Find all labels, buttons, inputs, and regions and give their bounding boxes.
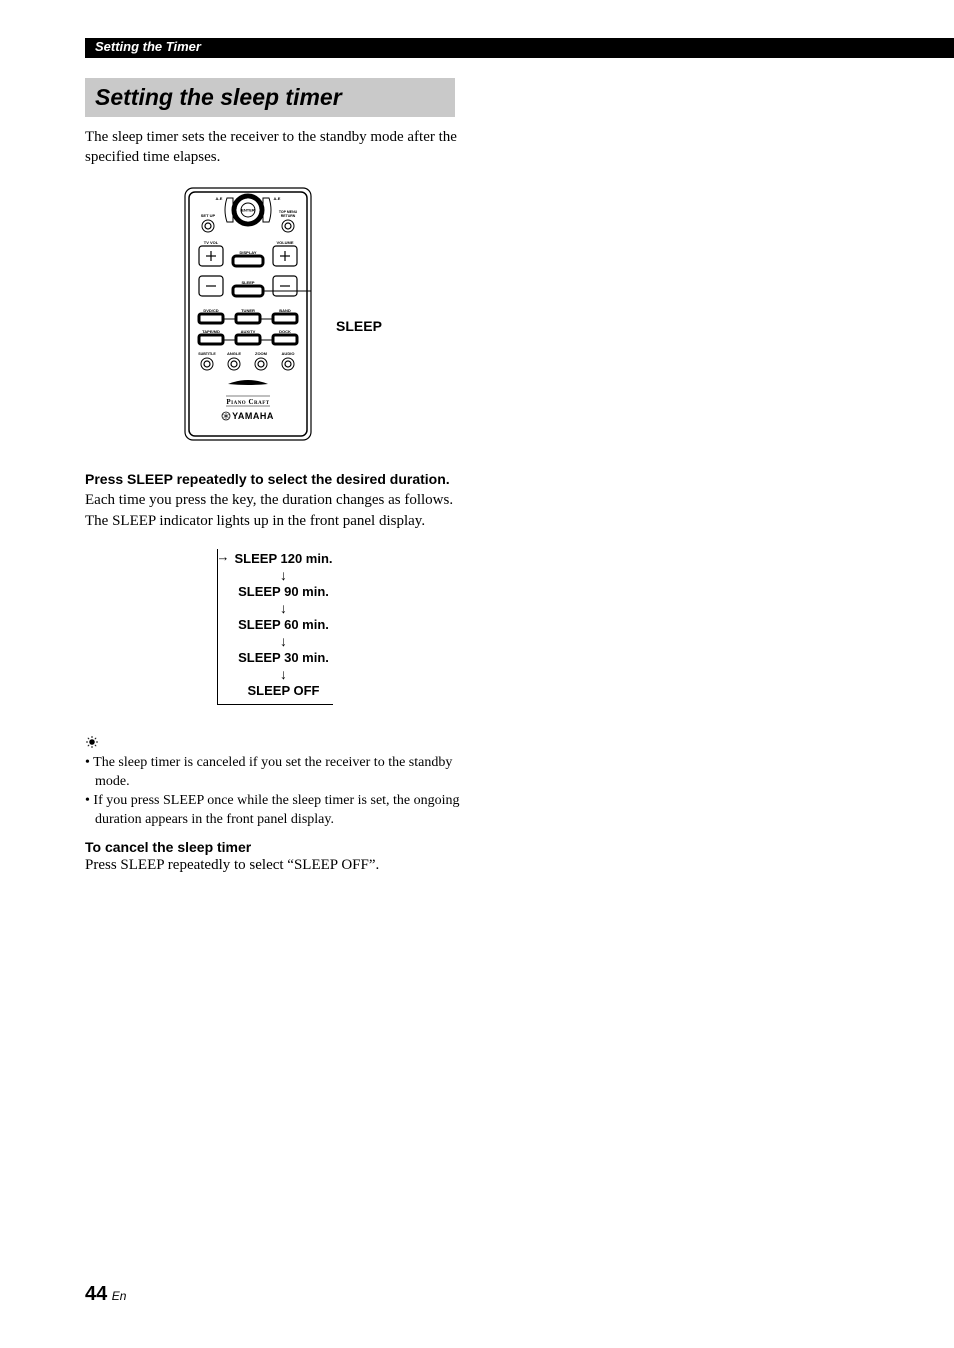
sleep-callout-label: SLEEP xyxy=(328,318,382,334)
remote-display-label: DISPLAY xyxy=(240,250,257,255)
sleep-flow-diagram: → SLEEP 120 min. ↓ SLEEP 90 min. ↓ SLEEP… xyxy=(85,549,465,705)
intro-paragraph: The sleep timer sets the receiver to the… xyxy=(85,127,465,168)
tip-bullet: • The sleep timer is canceled if you set… xyxy=(85,754,465,792)
flow-down-arrow-icon: ↓ xyxy=(234,634,332,648)
cancel-body: Press SLEEP repeatedly to select “SLEEP … xyxy=(85,855,465,875)
instruction-line1: Each time you press the key, the duratio… xyxy=(85,490,465,510)
section-label: Setting the Timer xyxy=(95,39,201,54)
remote-angle-label: ANGLE xyxy=(227,351,241,356)
page-title: Setting the sleep timer xyxy=(95,84,342,110)
remote-zoom-label: ZOOM xyxy=(255,351,268,356)
title-box: Setting the sleep timer xyxy=(85,78,455,117)
flow-item: SLEEP OFF xyxy=(234,683,332,698)
cancel-heading: To cancel the sleep timer xyxy=(85,839,465,855)
page-number: 44 En xyxy=(85,1283,126,1306)
remote-tvvol-label: TV VOL xyxy=(204,240,219,245)
remote-subtitle-label: SUBTITLE xyxy=(198,352,216,356)
flow-item: SLEEP 120 min. xyxy=(234,551,332,566)
tip-text: If you press SLEEP once while the sleep … xyxy=(93,793,459,827)
header-bar xyxy=(85,38,954,58)
remote-illustration-row: ENTER A-E A-E SET UP TOP MENU RETURN TV … xyxy=(85,186,465,446)
remote-audio-label: AUDIO xyxy=(282,351,295,356)
remote-auxtv-label: AUX/TV xyxy=(241,329,256,334)
remote-ae-left-label: A-E xyxy=(216,196,223,201)
remote-illustration: ENTER A-E A-E SET UP TOP MENU RETURN TV … xyxy=(168,186,328,446)
remote-band-label: BAND xyxy=(279,308,291,313)
remote-ae-right-label: A-E xyxy=(274,196,281,201)
page-number-value: 44 xyxy=(85,1283,107,1305)
flow-down-arrow-icon: ↓ xyxy=(234,601,332,615)
remote-setup-label: SET UP xyxy=(201,213,216,218)
main-content: Setting the sleep timer The sleep timer … xyxy=(85,78,465,876)
remote-tuner-label: TUNER xyxy=(241,308,255,313)
instruction-line2: The SLEEP indicator lights up in the fro… xyxy=(85,511,465,531)
tip-icon xyxy=(85,738,99,752)
flow-item: SLEEP 90 min. xyxy=(234,584,332,599)
page-number-lang: En xyxy=(112,1289,127,1303)
tip-bullet: • If you press SLEEP once while the slee… xyxy=(85,792,465,830)
flow-loop-arrow-icon: → xyxy=(216,549,229,564)
flow-item: SLEEP 30 min. xyxy=(234,650,332,665)
remote-enter-label: ENTER xyxy=(241,207,255,212)
remote-volume-label: VOLUME xyxy=(276,240,293,245)
remote-dvdcd-label: DVD/CD xyxy=(203,308,218,313)
instruction-heading: Press SLEEP repeatedly to select the des… xyxy=(85,470,465,489)
remote-dock-label: DOCK xyxy=(279,329,291,334)
flow-item: SLEEP 60 min. xyxy=(234,617,332,632)
remote-sleep-label: SLEEP xyxy=(241,280,254,285)
remote-brand-yamaha: YAMAHA xyxy=(232,411,274,421)
flow-down-arrow-icon: ↓ xyxy=(234,667,332,681)
remote-tapemd-label: TAPE/MD xyxy=(202,329,220,334)
remote-topmenu-label2: RETURN xyxy=(281,214,296,218)
tip-text: The sleep timer is canceled if you set t… xyxy=(93,755,452,789)
tips-section: • The sleep timer is canceled if you set… xyxy=(85,735,465,830)
flow-down-arrow-icon: ↓ xyxy=(234,568,332,582)
